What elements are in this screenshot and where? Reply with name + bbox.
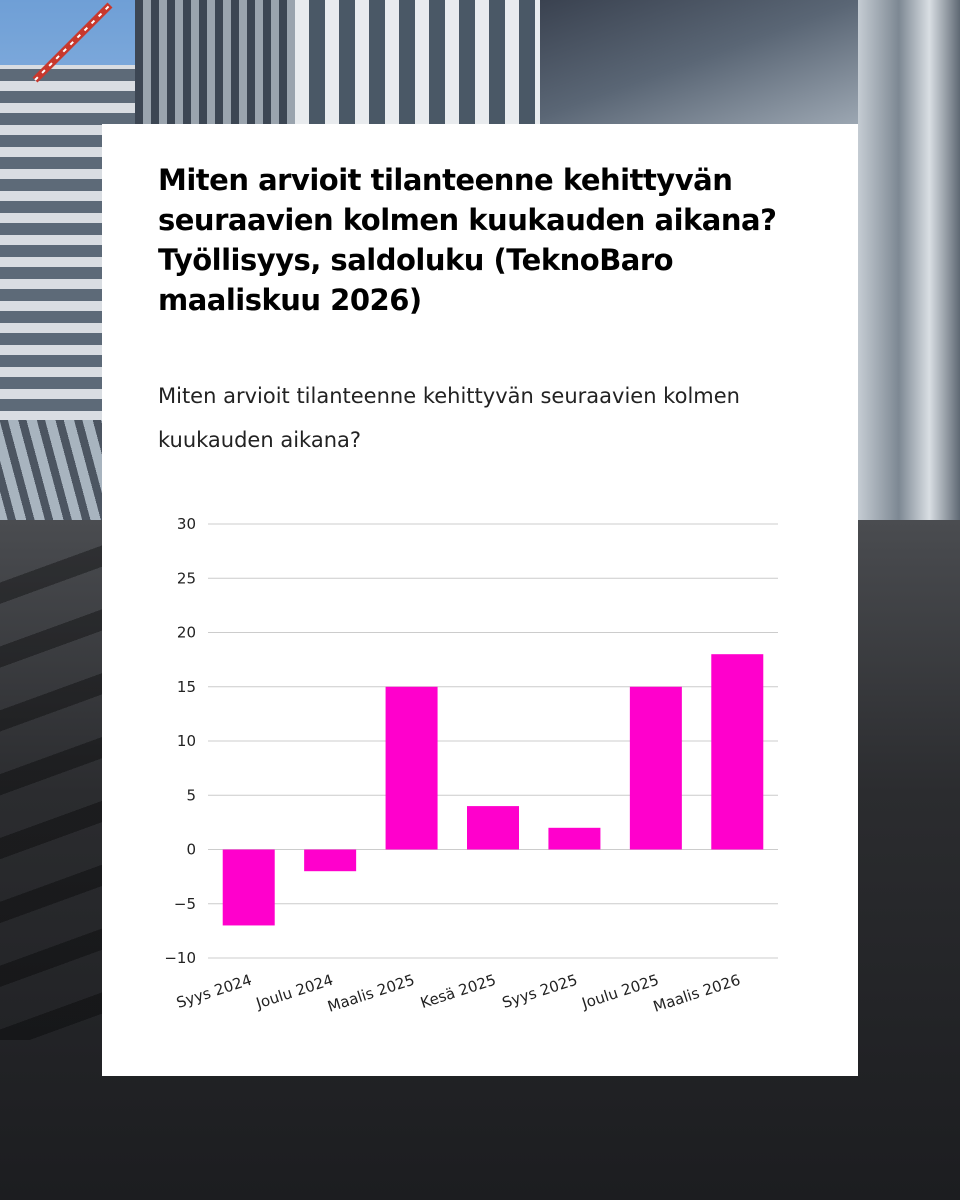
x-tick-label: Maalis 2025	[325, 971, 417, 1016]
bar-1	[304, 849, 357, 872]
x-tick-label: Kesä 2025	[418, 971, 498, 1012]
y-tick-label: 15	[177, 678, 196, 696]
bar-3	[467, 806, 519, 850]
crane-icon	[32, 2, 113, 83]
y-tick-label: 20	[177, 624, 196, 642]
y-tick-label: 10	[177, 732, 196, 750]
chart-title: Miten arvioit tilanteenne kehittyvän seu…	[158, 163, 777, 317]
y-tick-label: −5	[174, 895, 196, 913]
chart-subtitle: Miten arvioit tilanteenne kehittyvän seu…	[158, 384, 740, 452]
y-tick-label: 30	[177, 515, 196, 533]
bar-5	[629, 686, 682, 850]
office-tower-middle	[295, 0, 545, 140]
x-tick-label: Joulu 2025	[579, 971, 661, 1013]
x-tick-label: Joulu 2024	[253, 971, 335, 1013]
y-tick-label: 25	[177, 569, 196, 587]
y-tick-label: 5	[186, 786, 196, 804]
y-tick-label: −10	[164, 949, 196, 967]
chart-card: Miten arvioit tilanteenne kehittyvän seu…	[102, 124, 858, 1076]
glass-walkway-left	[0, 420, 102, 530]
y-tick-label: 0	[186, 841, 196, 859]
x-tick-label: Syys 2025	[500, 971, 580, 1012]
shadows	[0, 540, 102, 1040]
bar-0	[222, 849, 275, 926]
x-tick-label: Maalis 2026	[651, 971, 743, 1016]
bar-4	[548, 827, 601, 850]
x-tick-label: Syys 2024	[174, 971, 254, 1012]
bar-6	[711, 654, 764, 850]
office-tower-back	[135, 0, 300, 140]
bar-2	[385, 686, 438, 850]
